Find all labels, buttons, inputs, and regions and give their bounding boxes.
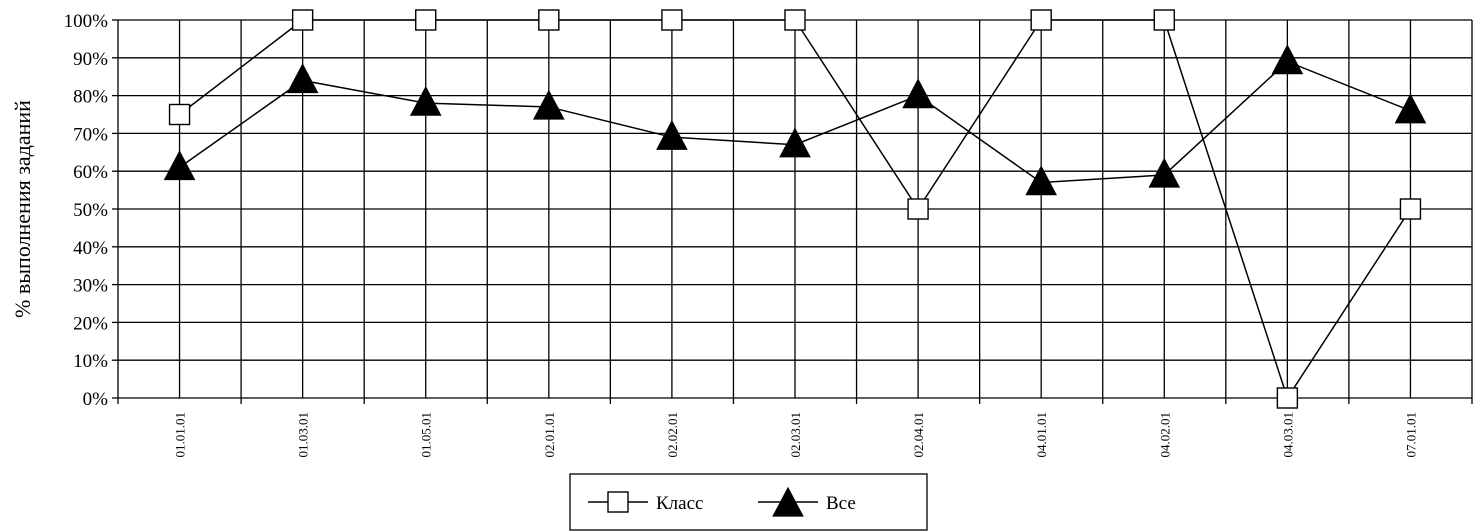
data-point [1148,157,1181,188]
x-tick-label: 02.03.01 [788,412,803,458]
data-point [1153,9,1175,31]
x-tick-label: 04.02.01 [1157,412,1172,458]
y-axis-title: % выполнения заданий [10,100,35,318]
data-point [772,486,804,517]
y-tick-label: 100% [64,11,109,32]
data-point [607,491,629,513]
x-tick-label: 02.04.01 [911,412,926,458]
data-point [1399,198,1422,220]
x-tick-label: 01.05.01 [419,412,434,458]
x-tick-labels: 01.01.01 01.03.01 01.05.01 02.01.01 02.02.01… [173,412,1419,458]
data-point [656,119,688,150]
x-tick-label: 02.01.01 [542,412,557,458]
legend: Класс Все [569,473,928,531]
y-tick-labels: 0% 10% 20% 30% 40% 50% 60% 70% 80% 90% 100% [64,11,109,410]
y-tick-label: 10% [73,351,108,372]
data-point [538,9,560,31]
x-tick-label: 04.03.01 [1280,412,1295,458]
y-tick-label: 80% [73,87,108,108]
series-2 [163,44,1427,196]
y-tick-label: 60% [73,162,108,183]
data-point [1394,93,1427,124]
data-point [1025,165,1058,196]
legend-label: Все [826,493,856,514]
y-tick-label: 20% [73,313,108,334]
data-point [1030,9,1052,31]
data-point [286,63,319,94]
data-point [661,9,683,31]
x-tick-label: 01.03.01 [296,412,311,458]
data-point [1276,387,1299,409]
grid [112,19,1473,404]
data-point [784,9,806,31]
x-tick-label: 07.01.01 [1403,412,1418,458]
data-point [532,89,565,120]
x-tick-label: 01.01.01 [173,412,188,458]
x-tick-label: 04.01.01 [1034,412,1049,458]
data-point [168,103,191,126]
y-tick-label: 70% [73,124,108,145]
data-point [1271,44,1304,75]
y-tick-label: 90% [73,49,108,70]
series-layer [163,9,1427,409]
data-point [415,9,437,31]
y-tick-label: 50% [73,200,108,221]
legend-label: Класс [656,493,703,514]
data-point [163,150,196,181]
data-point [907,198,929,220]
data-point [409,85,442,116]
data-point [779,127,811,158]
y-tick-label: 30% [73,276,108,297]
x-tick-label: 02.02.01 [665,412,680,458]
legend-item: Класс [588,491,703,514]
series-1 [168,9,1422,409]
data-point [902,78,934,109]
y-tick-label: 0% [83,389,109,410]
legend-item: Все [758,486,856,517]
y-tick-label: 40% [73,238,108,259]
data-point [291,9,314,31]
